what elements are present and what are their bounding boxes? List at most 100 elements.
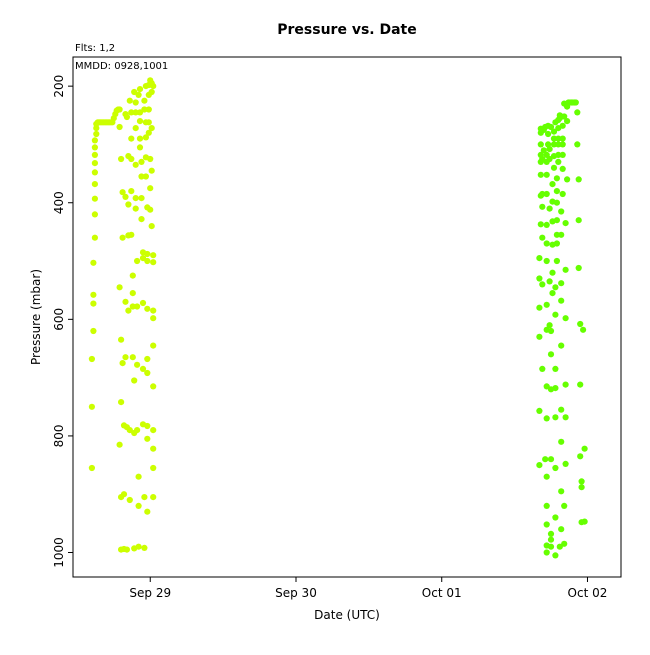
data-point	[129, 272, 136, 279]
data-point	[150, 427, 157, 434]
x-tick-label: Sep 29	[129, 586, 171, 600]
data-point	[141, 544, 148, 552]
data-point	[559, 141, 566, 148]
data-point	[150, 83, 157, 90]
data-point	[575, 264, 582, 272]
data-point	[555, 141, 562, 148]
data-point	[119, 189, 126, 196]
y-tick-label: 400	[52, 191, 66, 214]
data-point	[539, 365, 546, 372]
data-point	[539, 190, 546, 198]
data-point	[552, 552, 559, 559]
data-point	[134, 257, 141, 265]
data-point	[88, 403, 95, 410]
data-point	[540, 147, 547, 154]
data-point	[558, 526, 565, 533]
data-point	[559, 165, 566, 172]
data-point	[91, 181, 98, 188]
data-point	[122, 354, 129, 361]
data-point	[135, 91, 142, 98]
data-point	[536, 304, 543, 311]
data-point	[564, 176, 571, 183]
series-1	[88, 77, 157, 553]
data-point	[577, 453, 584, 460]
data-point	[562, 315, 569, 322]
data-point	[147, 206, 154, 213]
data-point	[116, 441, 123, 448]
x-axis-label: Date (UTC)	[314, 608, 380, 622]
data-point	[150, 383, 157, 390]
data-point	[128, 188, 135, 195]
data-point	[543, 171, 550, 178]
data-point	[150, 252, 157, 259]
data-point	[91, 137, 98, 144]
data-point	[543, 221, 550, 228]
data-point	[562, 381, 569, 388]
data-point	[581, 445, 588, 452]
data-point	[91, 160, 98, 167]
data-point	[118, 155, 125, 163]
data-point	[148, 167, 155, 174]
data-point	[120, 491, 128, 498]
data-point	[126, 496, 133, 504]
data-point	[543, 190, 550, 198]
data-point	[558, 280, 565, 287]
data-point	[547, 530, 555, 538]
data-point	[546, 155, 553, 163]
data-point	[550, 135, 558, 142]
data-point	[138, 195, 145, 202]
data-point	[142, 173, 149, 180]
data-point	[559, 151, 566, 158]
data-point	[539, 281, 546, 288]
data-point	[150, 315, 157, 322]
data-point	[144, 305, 151, 312]
data-point	[558, 297, 565, 304]
data-point	[546, 278, 553, 285]
data-point	[122, 193, 129, 200]
data-point	[123, 113, 130, 121]
flights-label: Flts: 1,2	[75, 43, 115, 54]
data-point	[144, 369, 151, 377]
data-point	[141, 106, 148, 113]
data-point	[150, 342, 157, 349]
data-point	[536, 407, 543, 414]
data-point	[558, 438, 565, 445]
data-point	[562, 220, 569, 227]
data-point	[131, 88, 138, 96]
data-point	[558, 406, 565, 413]
data-point	[126, 427, 133, 434]
data-point	[561, 540, 568, 547]
data-point	[91, 169, 98, 176]
mmdd-annotation: MMDD: 0928,1001	[75, 61, 168, 72]
data-point	[116, 123, 123, 131]
data-point	[580, 326, 587, 333]
data-point	[90, 291, 97, 298]
data-point	[122, 298, 129, 305]
data-point	[132, 99, 139, 106]
data-point	[552, 514, 559, 521]
y-axis: 200 400 600 800 1000	[52, 75, 73, 568]
data-point	[561, 113, 568, 120]
data-point	[125, 201, 132, 208]
data-point	[93, 130, 100, 138]
data-point	[537, 171, 544, 178]
data-point	[144, 435, 151, 442]
data-point	[543, 549, 550, 556]
data-point	[542, 456, 549, 463]
data-point	[552, 284, 559, 291]
data-point	[148, 88, 155, 96]
data-point	[90, 300, 97, 307]
x-tick-label: Oct 01	[422, 586, 462, 600]
data-point	[553, 199, 561, 206]
data-point	[562, 460, 569, 467]
data-point	[91, 195, 98, 202]
data-point	[88, 464, 95, 472]
data-point	[142, 134, 149, 141]
data-point	[134, 427, 141, 434]
data-point	[116, 106, 123, 113]
data-point	[136, 118, 144, 125]
data-point	[126, 97, 133, 104]
data-point	[574, 109, 581, 116]
data-point	[539, 234, 546, 241]
